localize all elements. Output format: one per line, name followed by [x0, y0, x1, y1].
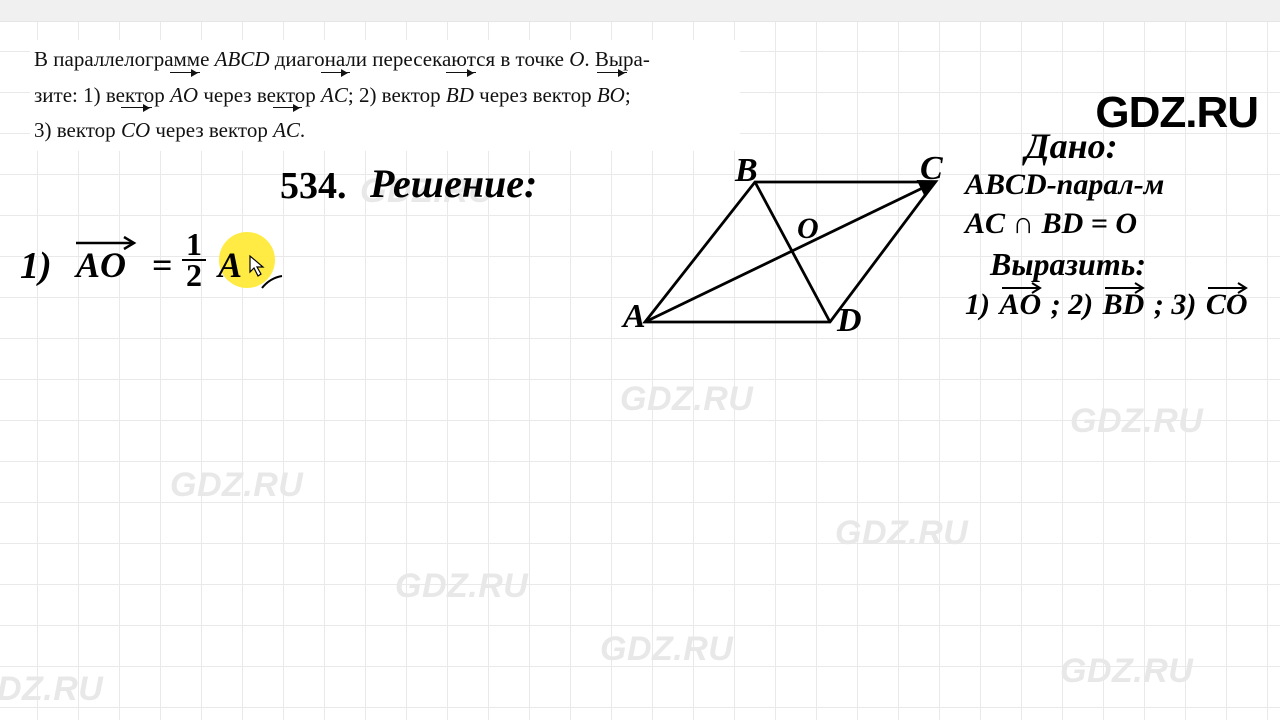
label-D: D [837, 304, 862, 338]
hand-sol-1-frac: 12 [182, 230, 206, 290]
label-C: C [920, 152, 943, 186]
hand-sol-1-eq: = [152, 247, 173, 283]
text: через вектор [198, 83, 321, 107]
vec-label: BD [446, 83, 474, 107]
hand-given-l2: AC ∩ BD = O [965, 209, 1137, 239]
text: O [569, 47, 584, 71]
vector-arrow-icon [1000, 280, 1046, 294]
watermark: GDZ.RU [1070, 402, 1203, 441]
watermark: GDZ.RU [395, 567, 528, 606]
hand-sol-1-partial: A [218, 247, 242, 283]
title-bar [0, 0, 1280, 22]
vector-AO: AO [170, 78, 198, 114]
text: ABCD [215, 47, 270, 71]
text: диагонали пересекаются в точке [270, 47, 570, 71]
label-B: B [735, 154, 758, 188]
hand-title-word: Решение: [370, 164, 537, 204]
watermark: GDZ.RU [170, 466, 303, 505]
parallelogram-diagram [615, 162, 955, 352]
hand-given-header: Дано: [1025, 128, 1118, 164]
vector-CO: CO [121, 113, 150, 149]
label-O: O [797, 214, 819, 244]
text: . [300, 118, 305, 142]
vector-arrow-icon [1103, 280, 1149, 294]
hand-title-number: 534. [280, 167, 347, 205]
t: 1) [965, 288, 990, 321]
pen-stroke-icon [260, 274, 290, 294]
vec-label: CO [121, 118, 150, 142]
watermark: GDZ.RU [1060, 652, 1193, 691]
text: В параллелограмме [34, 47, 215, 71]
label-A: A [623, 300, 646, 334]
watermark: GDZ.RU [620, 380, 753, 419]
logo-text: GDZ.RU [1095, 88, 1258, 138]
vec-label: AO [170, 83, 198, 107]
text: . Выра- [584, 47, 649, 71]
vec-text: AO [76, 245, 126, 285]
text: через вектор [474, 83, 597, 107]
vec-label: AC [321, 83, 348, 107]
hand-sol-1-index: 1) [20, 247, 52, 285]
vector-AC: AC [273, 113, 300, 149]
paper-area: GDZ.RU GDZ.RU GDZ.RU GDZ.RU GDZ.RU GDZ.R… [0, 22, 1280, 720]
text: 3) вектор [34, 118, 121, 142]
hand-given-l4: 1) AO ; 2) BD ; 3) CO [965, 290, 1250, 320]
vec-label: BO [597, 83, 625, 107]
vector-BD: BD [446, 78, 474, 114]
text: через вектор [150, 118, 273, 142]
hand-given-l1: ABCD-парал-м [965, 170, 1164, 200]
text: ; 2) вектор [348, 83, 446, 107]
watermark: GDZ.RU [835, 514, 968, 553]
vec-label: AC [273, 118, 300, 142]
t: ; 3) [1154, 288, 1196, 321]
vector-arrow-icon [74, 233, 144, 251]
watermark: GDZ.RU [600, 630, 733, 669]
frac-den: 2 [182, 261, 206, 290]
text: ; [625, 83, 631, 107]
problem-text: В параллелограмме ABCD диагонали пересек… [30, 40, 740, 151]
vector-AC: AC [321, 78, 348, 114]
hand-sol-1-vec: AO [76, 247, 126, 283]
watermark: GDZ.RU [0, 670, 103, 709]
t: ; 2) [1051, 288, 1093, 321]
hand-given-l3: Выразить: [990, 248, 1146, 280]
text: зите: 1) вектор [34, 83, 170, 107]
vector-BO: BO [597, 78, 625, 114]
vector-arrow-icon [1206, 280, 1252, 294]
